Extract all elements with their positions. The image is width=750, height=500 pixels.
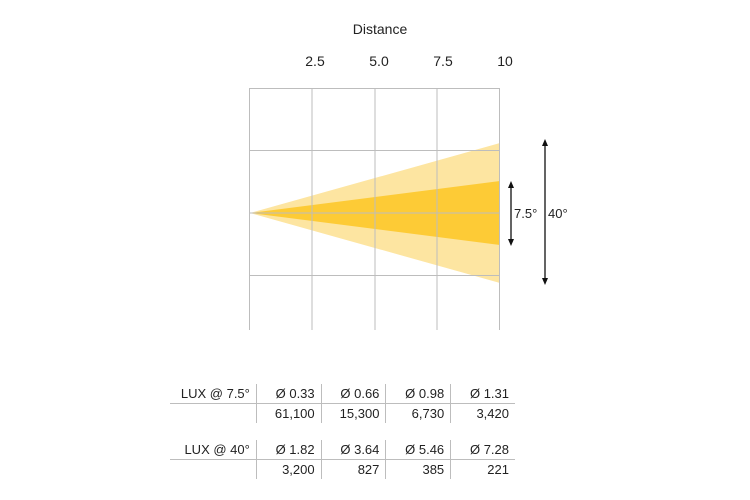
diameter-cell: Ø 1.31 xyxy=(450,384,515,404)
distance-tick-1: 2.5 xyxy=(305,53,325,69)
diameter-cell: Ø 0.98 xyxy=(385,384,451,404)
table-label: LUX @ 40° xyxy=(170,440,257,460)
lux-cell: 221 xyxy=(450,459,515,479)
lux-cell: 385 xyxy=(385,459,451,479)
lux-cell: 3,420 xyxy=(450,403,515,423)
diameter-cell: Ø 3.64 xyxy=(320,440,386,460)
lux-cell: 827 xyxy=(320,459,386,479)
lux-row: 61,100 15,300 6,730 3,420 xyxy=(170,403,515,423)
table-label: LUX @ 7.5° xyxy=(170,384,257,404)
narrow-angle-label: 7.5° xyxy=(514,206,537,221)
diameter-cell: Ø 5.46 xyxy=(385,440,451,460)
lux-cell: 15,300 xyxy=(320,403,386,423)
diameter-cell: Ø 0.66 xyxy=(320,384,386,404)
diameter-cell: Ø 1.82 xyxy=(255,440,322,460)
distance-tick-2: 5.0 xyxy=(369,53,389,69)
lux-cell: 61,100 xyxy=(255,403,322,423)
lux-cell: 6,730 xyxy=(385,403,451,423)
beam-diagram: Distance 2.5 5.0 7.5 10 7.5° 40° xyxy=(249,21,568,330)
wide-angle-label: 40° xyxy=(548,206,568,221)
diameter-cell: Ø 0.33 xyxy=(255,384,322,404)
lux-cell: 3,200 xyxy=(255,459,322,479)
narrow-angle-arrow xyxy=(508,181,514,246)
lux-table-narrow: LUX @ 7.5° Ø 0.33 Ø 0.66 Ø 0.98 Ø 1.31 6… xyxy=(170,384,515,423)
diameter-row: LUX @ 40° Ø 1.82 Ø 3.64 Ø 5.46 Ø 7.28 xyxy=(170,440,515,460)
lux-row: 3,200 827 385 221 xyxy=(170,459,515,479)
diameter-cell: Ø 7.28 xyxy=(450,440,515,460)
distance-tick-4: 10 xyxy=(497,53,513,69)
lux-table-wide: LUX @ 40° Ø 1.82 Ø 3.64 Ø 5.46 Ø 7.28 3,… xyxy=(170,440,515,479)
distance-grid xyxy=(249,88,500,330)
wide-angle-arrow xyxy=(542,139,548,285)
distance-tick-3: 7.5 xyxy=(433,53,453,69)
distance-axis-title: Distance xyxy=(353,21,408,37)
diameter-row: LUX @ 7.5° Ø 0.33 Ø 0.66 Ø 0.98 Ø 1.31 xyxy=(170,384,515,404)
